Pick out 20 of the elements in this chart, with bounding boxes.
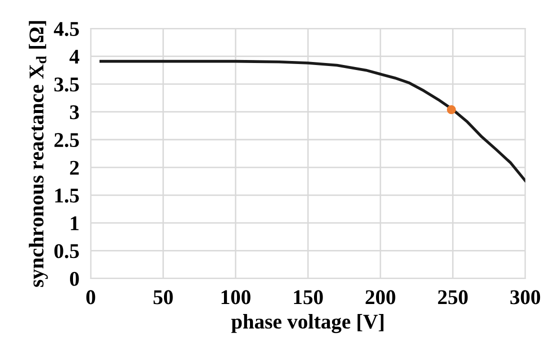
x-tick-label: 200: [366, 290, 396, 304]
x-tick-label: 300: [510, 290, 540, 304]
y-tick-label: 1: [70, 216, 79, 230]
y-tick-label: 3: [70, 105, 79, 120]
line-series: [100, 60, 526, 182]
y-tick-label: 0.5: [54, 244, 79, 258]
y-tick-label: 0: [70, 272, 79, 286]
x-tick-label: 150: [294, 290, 323, 304]
y-tick-label: 4.5: [54, 22, 79, 36]
y-tick-label: 4: [70, 50, 80, 64]
x-tick-label: 0: [86, 290, 96, 304]
x-axis-title: phase voltage [V]: [231, 314, 384, 334]
y-axis-title: synchronous reactance X$_{d}$ [Ω]: [28, 21, 48, 287]
x-tick-label: 50: [154, 290, 173, 304]
x-tick-label: 250: [438, 290, 468, 304]
y-tick-label: 2: [70, 160, 79, 175]
x-tick-label: 100: [222, 290, 250, 304]
y-tick-label: 2.5: [54, 133, 79, 148]
y-tick-label: 1.5: [55, 188, 79, 203]
y-tick-label: 3.5: [54, 78, 79, 92]
